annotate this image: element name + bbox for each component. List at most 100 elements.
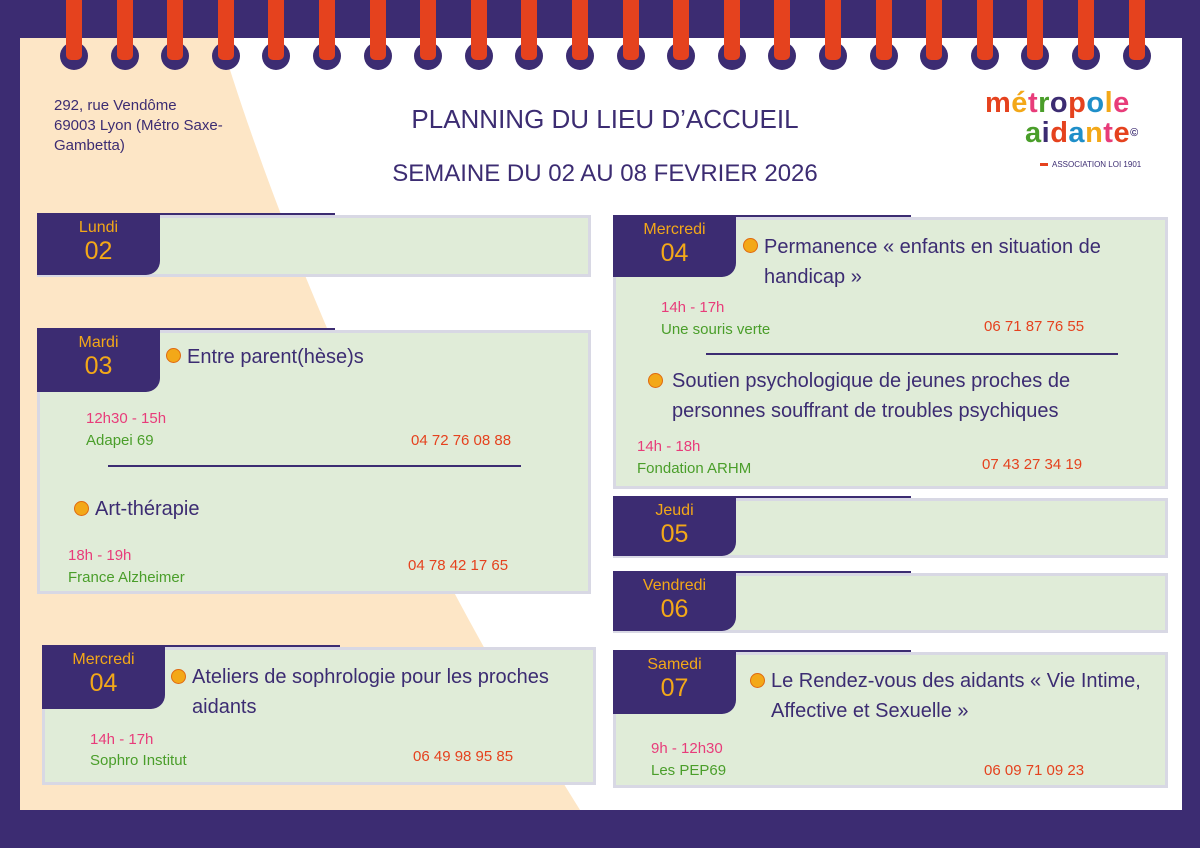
event-separator bbox=[108, 465, 521, 467]
event-title: Permanence « enfants en situation de han… bbox=[764, 236, 1101, 288]
binding-ring bbox=[217, 0, 234, 60]
day-name: Vendredi bbox=[642, 577, 707, 594]
event-time: 14h - 18h bbox=[637, 438, 701, 455]
logo-line-1: métropole bbox=[985, 88, 1130, 118]
binding-ring bbox=[774, 0, 791, 60]
event-title: Soutien psychologique de jeunes proches … bbox=[672, 370, 1071, 422]
logo-letter: t bbox=[1027, 87, 1039, 119]
day-number: 05 bbox=[660, 520, 689, 548]
day-number: 02 bbox=[84, 237, 113, 265]
event-phone: 06 09 71 09 23 bbox=[984, 762, 1085, 779]
event-organizer: Adapei 69 bbox=[86, 432, 154, 449]
event-time: 18h - 19h bbox=[68, 547, 132, 564]
event-title: Ateliers de sophrologie pour les proches… bbox=[192, 666, 549, 718]
binding-ring bbox=[572, 0, 588, 60]
logo-letter: n bbox=[1085, 117, 1104, 149]
binding-ring bbox=[369, 0, 386, 60]
metropole-aidante-logo: métropole aidante© ASSOCIATION LOI 1901 bbox=[985, 88, 1155, 178]
event-title: Le Rendez-vous des aidants « Vie Intime,… bbox=[771, 670, 1141, 722]
day-name: Samedi bbox=[647, 656, 702, 673]
week-subtitle: SEMAINE DU 02 AU 08 FEVRIER 2026 bbox=[392, 160, 818, 187]
binding-ring bbox=[825, 0, 841, 60]
event-phone: 06 49 98 95 85 bbox=[413, 748, 514, 765]
event-bullet-icon bbox=[743, 238, 758, 253]
logo-mark: © bbox=[1130, 127, 1139, 139]
page-title: PLANNING DU LIEU D’ACCUEIL bbox=[411, 104, 799, 134]
binding-ring bbox=[976, 0, 993, 60]
binding-ring bbox=[1128, 0, 1145, 60]
binding-ring bbox=[1078, 0, 1094, 60]
binding-ring bbox=[622, 0, 639, 60]
day-number: 07 bbox=[660, 674, 689, 702]
day-tab-mercredi: Mercredi 04 bbox=[613, 217, 736, 277]
day-tab-jeudi: Jeudi 05 bbox=[613, 498, 736, 556]
event-phone: 07 43 27 34 19 bbox=[982, 456, 1083, 473]
logo-letter: a bbox=[1068, 117, 1086, 149]
day-name: Lundi bbox=[78, 219, 119, 236]
binding-ring bbox=[926, 0, 943, 60]
day-tab-mercredi: Mercredi 04 bbox=[42, 647, 165, 709]
logo-letter: r bbox=[1038, 87, 1050, 119]
event-bullet-icon bbox=[750, 673, 765, 688]
day-tab-vendredi: Vendredi 06 bbox=[613, 573, 736, 631]
event-organizer: Fondation ARHM bbox=[637, 460, 752, 477]
event-bullet-icon bbox=[171, 669, 186, 684]
event-phone: 04 72 76 08 88 bbox=[411, 432, 512, 449]
event-time: 12h30 - 15h bbox=[86, 410, 167, 427]
event-title: Entre parent(hèse)s bbox=[187, 346, 364, 368]
event-bullet-icon bbox=[74, 501, 89, 516]
event-bullet-icon bbox=[166, 348, 181, 363]
logo-tagline: ASSOCIATION LOI 1901 bbox=[1040, 160, 1141, 169]
binding-ring bbox=[116, 0, 133, 60]
logo-letter: t bbox=[1103, 117, 1114, 149]
event-phone: 06 71 87 76 55 bbox=[984, 318, 1085, 335]
logo-letter: e bbox=[1113, 87, 1130, 119]
event-separator bbox=[706, 353, 1118, 355]
spiral-binding bbox=[0, 0, 1200, 80]
event-title: Art-thérapie bbox=[95, 498, 200, 520]
logo-letter: i bbox=[1041, 117, 1051, 149]
day-number: 06 bbox=[660, 595, 689, 623]
address-line: 69003 Lyon (Métro Saxe- bbox=[54, 117, 223, 134]
event-phone: 04 78 42 17 65 bbox=[408, 557, 509, 574]
day-tab-samedi: Samedi 07 bbox=[613, 652, 736, 714]
logo-letter: p bbox=[1068, 87, 1087, 119]
day-name: Mercredi bbox=[643, 221, 706, 238]
event-time: 14h - 17h bbox=[90, 731, 154, 748]
logo-letter: a bbox=[1025, 117, 1042, 149]
event-organizer: France Alzheimer bbox=[68, 569, 185, 586]
binding-ring bbox=[1027, 0, 1044, 60]
binding-ring bbox=[268, 0, 285, 60]
event-organizer: Sophro Institut bbox=[90, 752, 187, 769]
logo-letter: e bbox=[1113, 117, 1131, 149]
address-line: Gambetta) bbox=[54, 137, 125, 154]
logo-letter: l bbox=[1104, 87, 1114, 119]
binding-ring bbox=[167, 0, 184, 60]
logo-letter: m bbox=[985, 87, 1012, 119]
day-number: 04 bbox=[660, 239, 689, 267]
event-organizer: Les PEP69 bbox=[651, 762, 727, 779]
binding-ring bbox=[521, 0, 538, 60]
binding-ring bbox=[66, 0, 82, 60]
binding-ring bbox=[420, 0, 437, 60]
day-name: Mardi bbox=[78, 334, 119, 351]
logo-letter: é bbox=[1011, 87, 1028, 119]
binding-ring bbox=[723, 0, 740, 60]
logo-letter: o bbox=[1049, 87, 1069, 119]
day-number: 04 bbox=[89, 669, 118, 697]
binding-ring bbox=[319, 0, 335, 60]
logo-letter: d bbox=[1050, 117, 1069, 149]
event-time: 9h - 12h30 bbox=[651, 740, 723, 757]
day-number: 03 bbox=[84, 352, 113, 380]
day-name: Mercredi bbox=[72, 651, 135, 668]
event-time: 14h - 17h bbox=[661, 299, 725, 316]
address-line: 292, rue Vendôme bbox=[54, 97, 177, 114]
logo-letter: o bbox=[1086, 87, 1105, 119]
binding-ring bbox=[470, 0, 487, 60]
logo-line-2: aidante© bbox=[1025, 118, 1139, 148]
event-organizer: Une souris verte bbox=[661, 321, 771, 338]
day-name: Jeudi bbox=[655, 502, 694, 519]
day-tab-lundi: Lundi 02 bbox=[37, 215, 160, 275]
event-bullet-icon bbox=[648, 373, 663, 388]
day-tab-mardi: Mardi 03 bbox=[37, 330, 160, 392]
